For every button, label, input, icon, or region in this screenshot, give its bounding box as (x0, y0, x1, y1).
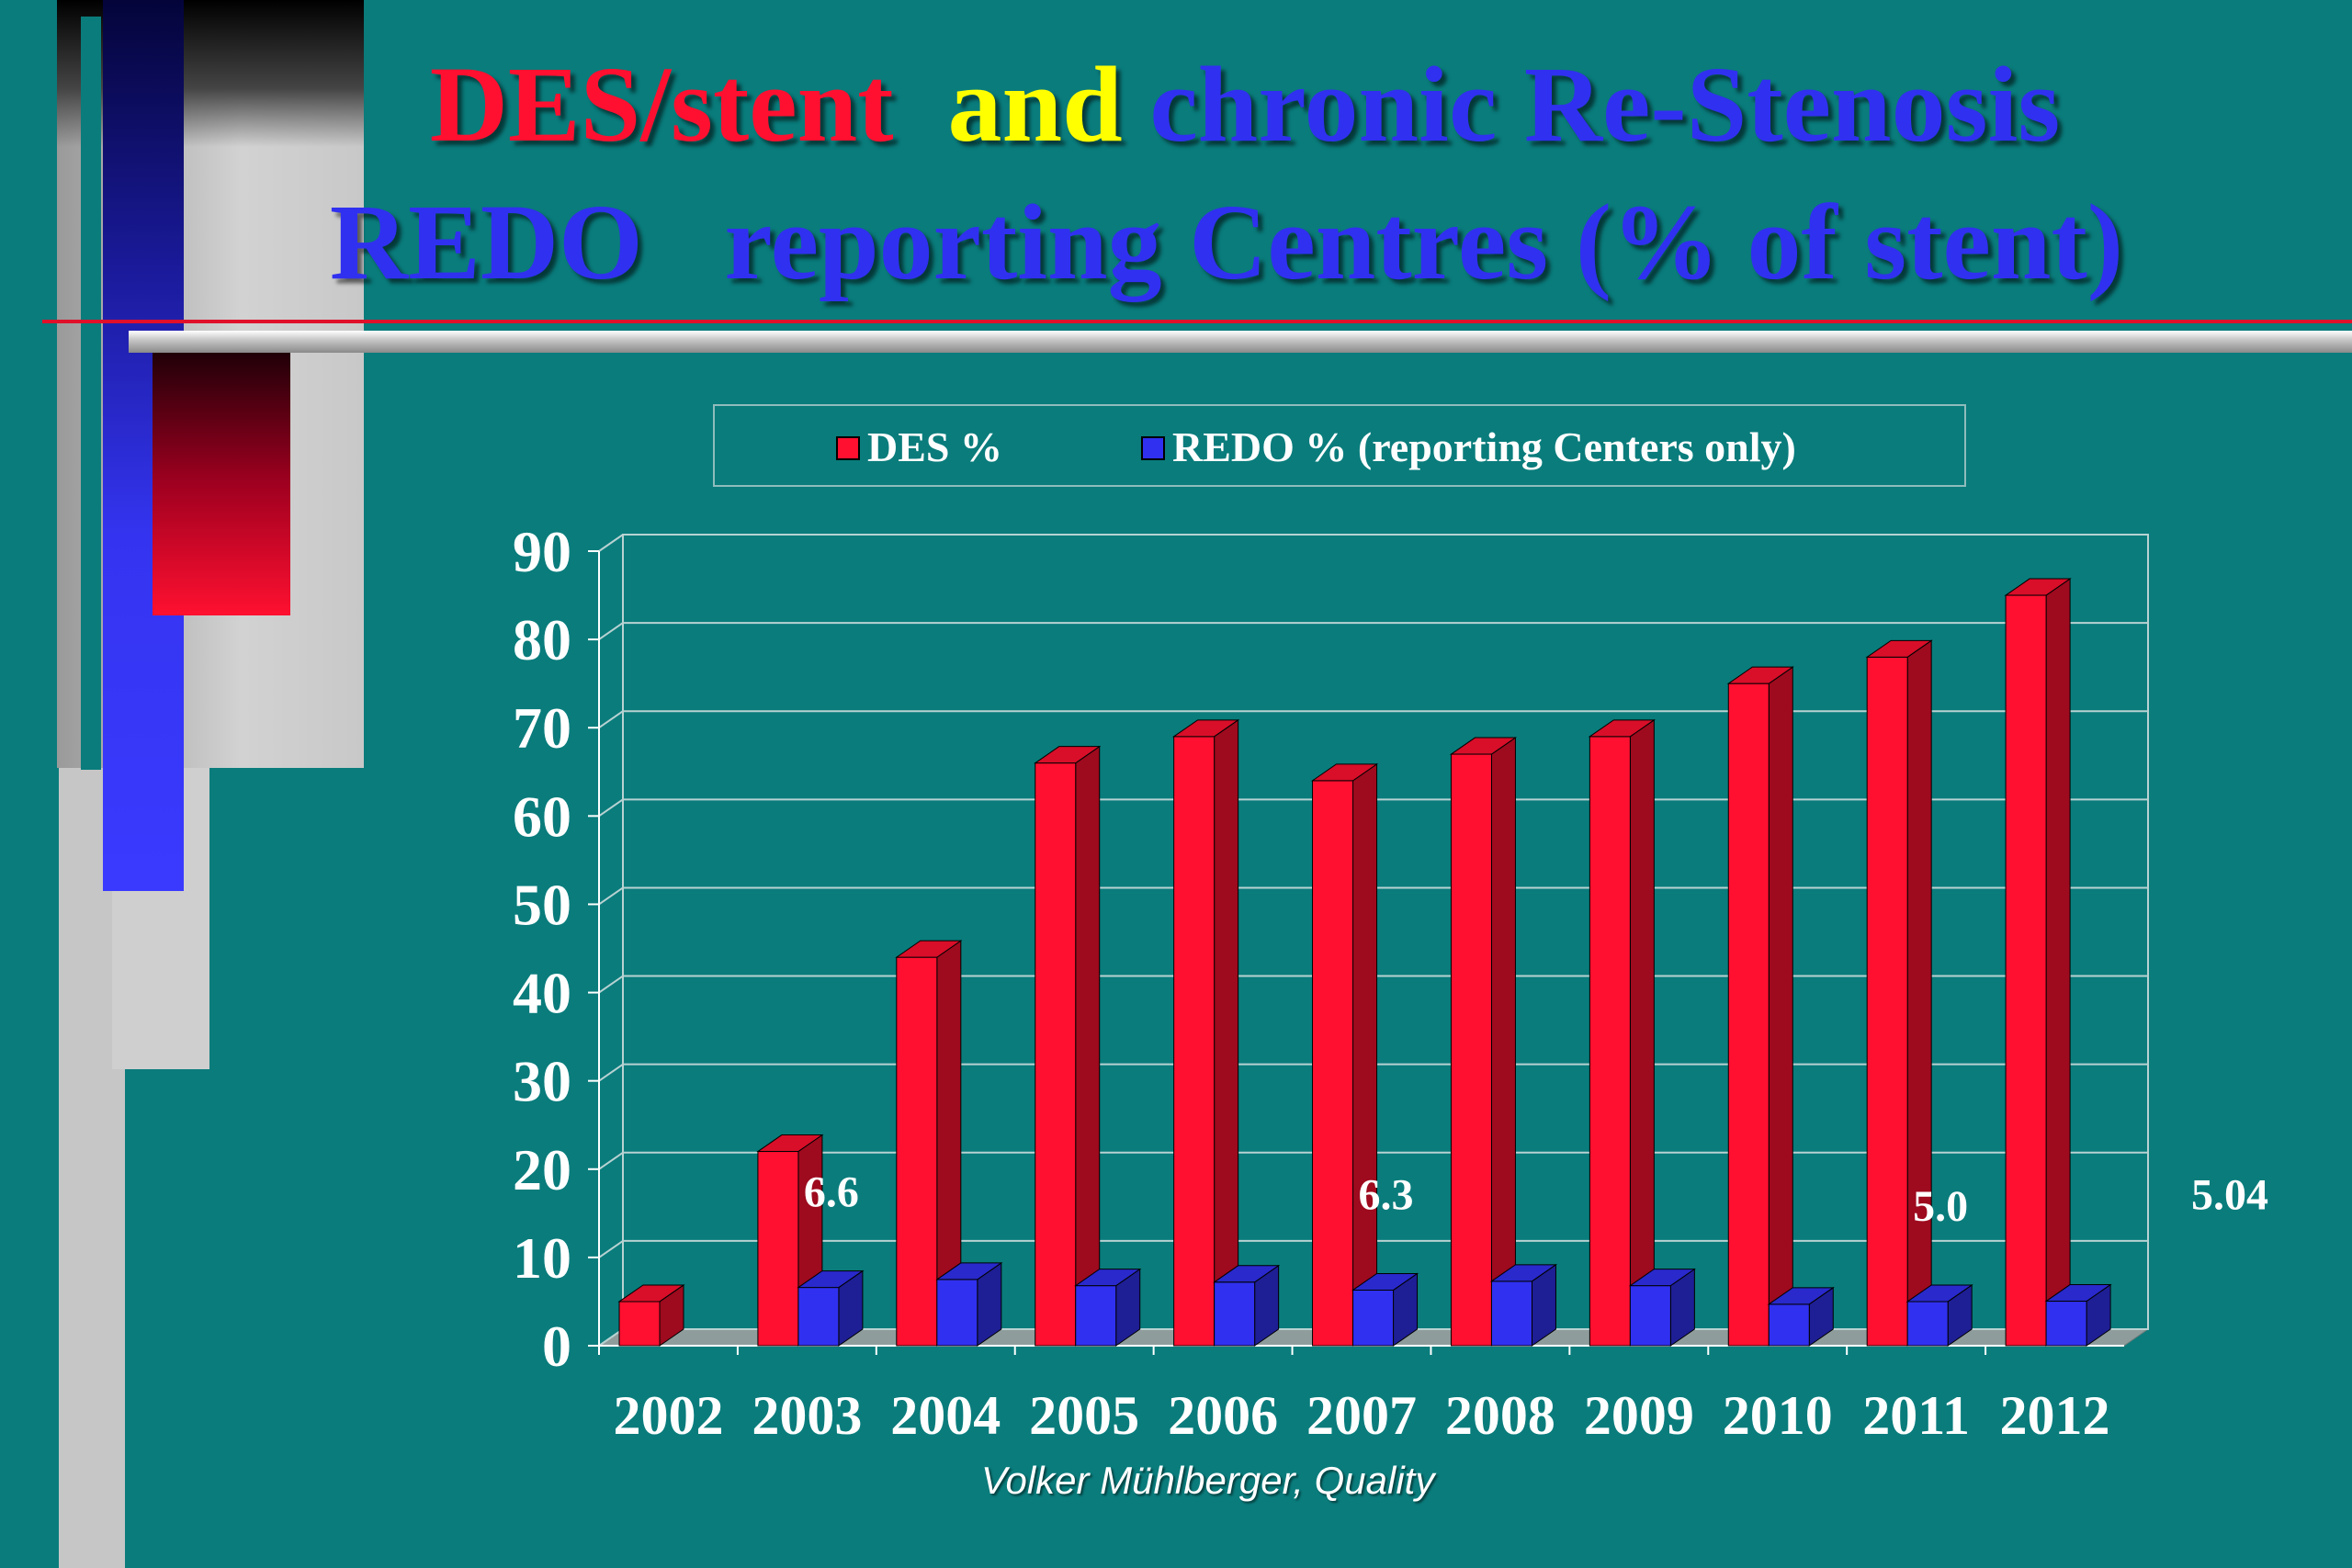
x-tick-label: 2005 (1029, 1385, 1139, 1446)
x-tick-label: 2009 (1584, 1385, 1694, 1446)
y-tick-label: 40 (513, 961, 571, 1026)
y-tick-label: 0 (542, 1314, 571, 1379)
gridline-depth (598, 798, 624, 818)
gridline-depth (598, 975, 624, 994)
gridline-depth (598, 886, 624, 906)
y-tick-label: 80 (513, 607, 571, 672)
bar-des-2011 (1865, 639, 1933, 1347)
x-tick-label: 2010 (1723, 1385, 1833, 1446)
y-tick-label: 60 (513, 784, 571, 849)
legend-swatch-des (836, 436, 860, 461)
bar-des-2006 (1172, 718, 1240, 1347)
y-tick-label: 50 (513, 872, 571, 937)
bar-redo-2004 (935, 1261, 1003, 1347)
slide-credit: Volker Mühlberger, Quality (981, 1459, 1435, 1502)
y-tick-label: 10 (513, 1225, 571, 1291)
bar-des-2008 (1449, 737, 1518, 1347)
gridline-depth (598, 622, 624, 640)
x-tick-label: 2011 (1862, 1385, 1970, 1446)
y-tick-label: 90 (513, 519, 571, 584)
legend-swatch-redo (1141, 436, 1165, 461)
data-label-redo-2007: 6.3 (1359, 1170, 1414, 1219)
bar-des-2002 (617, 1283, 685, 1347)
bar-des-2007 (1310, 762, 1379, 1347)
bar-des-2012 (2004, 578, 2072, 1347)
gridline-depth (598, 1240, 624, 1258)
deco-red-block (153, 353, 290, 615)
legend-item-redo: REDO % (reporting Centers only) (1141, 423, 1796, 471)
title-chronic-restenosis: chronic Re-Stenosis (1149, 44, 2061, 164)
bar-redo-2005 (1074, 1268, 1142, 1347)
bar-redo-2012 (2044, 1283, 2112, 1347)
x-tick-label: 2002 (613, 1385, 723, 1446)
title-redo: REDO (329, 182, 643, 302)
legend-item-des: DES % (836, 423, 1002, 471)
y-tick-label: 70 (513, 695, 571, 761)
data-label-redo-2011: 5.0 (1913, 1182, 1968, 1231)
bar-des-2009 (1588, 718, 1656, 1347)
slide-title-line-2: REDO reporting Centres (% of stent) (0, 188, 2352, 297)
x-tick-label: 2012 (2000, 1385, 2110, 1446)
x-tick-label: 2004 (890, 1385, 1001, 1446)
gridline-depth (598, 534, 624, 552)
x-tick-label: 2008 (1445, 1385, 1555, 1446)
slide-title-line-1: DES/stent and chronic Re-Stenosis (0, 51, 2352, 159)
y-tick-label: 20 (513, 1137, 571, 1202)
gridline-depth (598, 1063, 624, 1082)
bar-redo-2006 (1213, 1264, 1281, 1347)
bar-redo-2010 (1767, 1286, 1835, 1347)
legend-label-redo: REDO % (reporting Centers only) (1172, 423, 1796, 470)
data-label-redo-2003: 6.6 (804, 1168, 859, 1217)
gridline-depth (598, 1151, 624, 1170)
title-and: and (947, 44, 1123, 164)
bar-des-2010 (1726, 666, 1794, 1347)
legend-label-des: DES % (867, 423, 1002, 470)
y-tick-label: 30 (513, 1049, 571, 1114)
title-reporting-centres: reporting Centres (% of stent) (724, 182, 2124, 302)
deco-red-line (42, 320, 2352, 323)
x-tick-label: 2007 (1306, 1385, 1417, 1446)
bar-des-2005 (1034, 745, 1102, 1347)
gridline-depth (598, 710, 624, 729)
title-des-stent: DES/stent (429, 44, 894, 164)
x-tick-label: 2003 (752, 1385, 862, 1446)
bar-redo-2007 (1351, 1272, 1419, 1347)
bar-redo-2009 (1628, 1268, 1696, 1347)
deco-gray-rule (129, 331, 2352, 353)
chart-legend: DES % REDO % (reporting Centers only) (713, 404, 1966, 487)
bar-redo-2011 (1905, 1283, 1973, 1347)
deco-teal-block (81, 17, 101, 770)
bar-redo-2003 (797, 1269, 865, 1347)
data-label-redo-2012: 5.04 (2191, 1171, 2268, 1220)
bar-redo-2008 (1489, 1263, 1558, 1347)
bar-des-2004 (895, 940, 963, 1347)
x-tick-label: 2006 (1168, 1385, 1278, 1446)
